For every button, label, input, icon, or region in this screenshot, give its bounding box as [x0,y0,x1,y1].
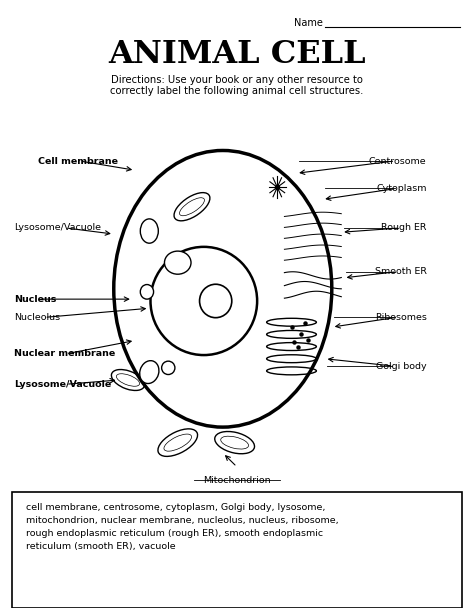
Ellipse shape [140,219,158,243]
Ellipse shape [140,361,159,384]
Text: Mitochondrion: Mitochondrion [203,476,271,485]
Text: Golgi body: Golgi body [376,362,427,370]
Ellipse shape [140,285,154,299]
Text: Rough ER: Rough ER [381,224,427,232]
Text: Cytoplasm: Cytoplasm [376,184,427,193]
Text: Cell membrane: Cell membrane [38,157,118,165]
Ellipse shape [164,251,191,274]
Text: Nucleolus: Nucleolus [14,313,60,322]
Text: Smooth ER: Smooth ER [374,268,427,276]
Ellipse shape [162,361,175,375]
Text: Ribosomes: Ribosomes [375,313,427,322]
Text: Name: Name [294,18,323,28]
Text: Lysosome/Vacuole: Lysosome/Vacuole [14,380,111,389]
Text: ANIMAL CELL: ANIMAL CELL [108,40,366,70]
Text: correctly label the following animal cell structures.: correctly label the following animal cel… [110,86,364,96]
Text: Lysosome/Vacuole: Lysosome/Vacuole [14,224,101,232]
Text: Nucleus: Nucleus [14,295,56,303]
Text: Nuclear membrane: Nuclear membrane [14,350,116,358]
Text: Centrosome: Centrosome [369,157,427,165]
Text: Directions: Use your book or any other resource to: Directions: Use your book or any other r… [111,75,363,85]
Text: cell membrane, centrosome, cytoplasm, Golgi body, lysosome,
mitochondrion, nucle: cell membrane, centrosome, cytoplasm, Go… [26,503,339,551]
FancyBboxPatch shape [12,492,462,608]
